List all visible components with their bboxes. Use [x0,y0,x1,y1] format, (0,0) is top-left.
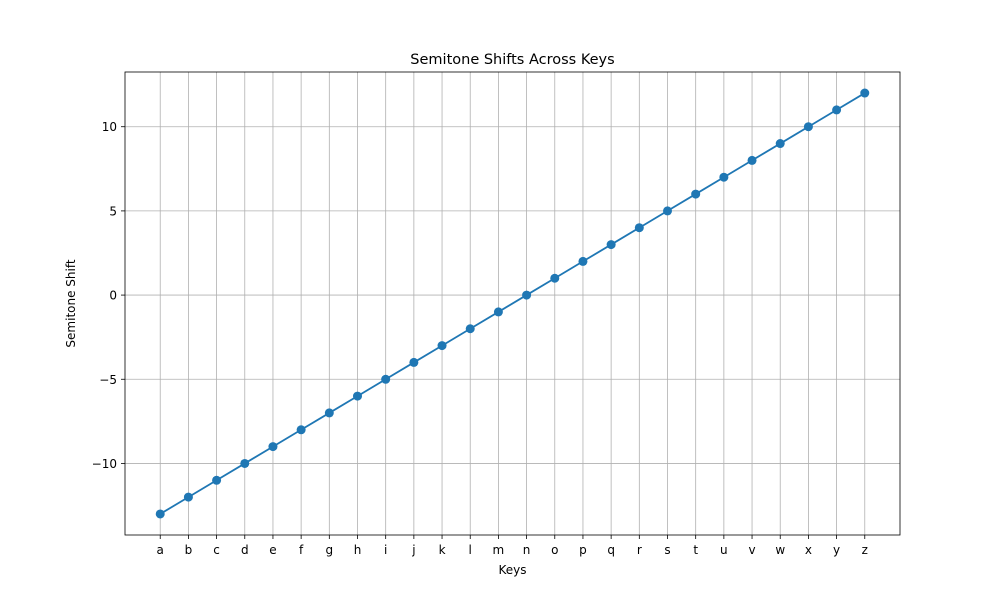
x-tick-label: g [326,543,334,557]
x-axis-label: Keys [498,563,526,577]
series-line [159,92,866,515]
y-tick-label: −10 [92,457,117,471]
x-tick-label: l [469,543,472,557]
data-point [663,206,672,216]
x-tick-label: m [493,543,505,557]
data-point [212,475,222,485]
data-point [353,391,362,401]
x-tick-label: i [384,543,387,557]
x-tick-label: x [805,543,812,557]
x-tick-label: u [720,543,728,557]
x-tick-label: h [354,543,362,557]
x-tick-label: t [693,543,698,557]
x-tick-label: q [607,543,615,557]
x-tick-label: z [862,543,868,557]
x-tick-label: w [775,543,785,557]
data-point [324,408,334,418]
x-tick-label: n [523,543,531,557]
data-point [409,357,419,367]
plot-frame [124,71,901,536]
x-tick-label: j [411,543,415,557]
data-point [803,122,813,132]
data-point [691,189,701,199]
series-layer [155,88,870,519]
x-tick-label: p [579,543,587,557]
grid [125,72,900,535]
y-axis-label: Semitone Shift [64,259,78,347]
data-point [183,492,193,502]
x-tick-label: s [664,543,670,557]
data-point [634,223,644,233]
y-tick-label: 5 [109,204,117,218]
data-point [775,139,785,149]
y-tick-label: 10 [102,120,117,134]
data-point [550,273,560,283]
y-tick-label: −5 [99,373,117,387]
x-tick-label: a [157,543,164,557]
data-point [296,425,306,435]
data-point [860,88,870,98]
data-point [578,256,588,266]
x-tick-label: c [213,543,220,557]
x-tick-label: v [748,543,755,557]
data-point [832,105,842,115]
data-point [268,442,278,452]
x-tick-label: f [299,543,304,557]
x-tick-label: o [551,543,558,557]
data-point [465,324,475,334]
data-point [381,374,391,384]
x-tick-label: e [269,543,276,557]
chart-title: Semitone Shifts Across Keys [410,52,614,68]
x-tick-label: b [185,543,193,557]
x-tick-label: k [439,543,446,557]
data-point [155,509,165,519]
data-point [437,341,447,351]
data-point [240,458,250,468]
data-point [493,307,503,317]
data-point [719,172,729,182]
x-tick-label: d [241,543,249,557]
x-tick-label: r [637,543,642,557]
data-point [606,240,616,250]
y-tick-label: 0 [109,289,117,303]
x-tick-label: y [833,543,840,557]
data-point [747,155,757,165]
tick-layer: a b c d e f g h i j k l m n o p q r s t u v w x y z −10 −5 0 5 10 [92,120,868,557]
data-point [522,290,532,300]
